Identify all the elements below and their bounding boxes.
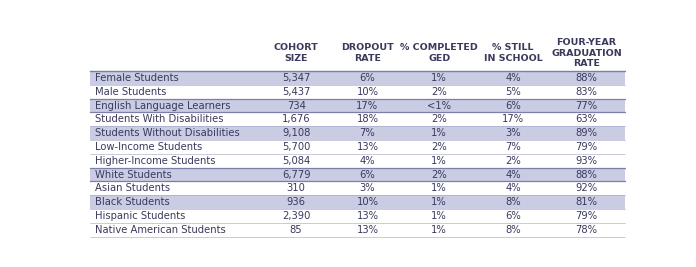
Text: 1,676: 1,676 xyxy=(282,114,310,124)
Bar xyxy=(90,168,625,182)
Text: 81%: 81% xyxy=(576,197,597,207)
Text: 2%: 2% xyxy=(432,142,447,152)
Text: 2,390: 2,390 xyxy=(282,211,310,221)
Text: 5,700: 5,700 xyxy=(282,142,310,152)
Text: % COMPLETED
GED: % COMPLETED GED xyxy=(400,43,478,63)
Text: Higher-Income Students: Higher-Income Students xyxy=(95,156,216,166)
Text: 5,084: 5,084 xyxy=(282,156,310,166)
Text: 63%: 63% xyxy=(576,114,597,124)
Text: 4%: 4% xyxy=(360,156,375,166)
Bar xyxy=(90,195,625,209)
Text: Low-Income Students: Low-Income Students xyxy=(95,142,203,152)
Text: 2%: 2% xyxy=(432,170,447,179)
Text: % STILL
IN SCHOOL: % STILL IN SCHOOL xyxy=(484,43,542,63)
Text: 13%: 13% xyxy=(356,225,379,235)
Text: 88%: 88% xyxy=(576,170,597,179)
Text: English Language Learners: English Language Learners xyxy=(95,101,230,111)
Text: 88%: 88% xyxy=(576,73,597,83)
Text: 83%: 83% xyxy=(576,87,597,97)
Text: 78%: 78% xyxy=(576,225,597,235)
Text: 9,108: 9,108 xyxy=(282,128,310,138)
Text: 79%: 79% xyxy=(576,142,597,152)
Text: 3%: 3% xyxy=(505,128,521,138)
Text: 93%: 93% xyxy=(576,156,597,166)
Text: 5%: 5% xyxy=(505,87,521,97)
Text: 8%: 8% xyxy=(505,225,521,235)
Text: 13%: 13% xyxy=(356,142,379,152)
Bar xyxy=(90,71,625,85)
Text: 310: 310 xyxy=(287,183,306,193)
Text: 6,779: 6,779 xyxy=(282,170,310,179)
Text: 6%: 6% xyxy=(505,101,521,111)
Text: 1%: 1% xyxy=(432,156,447,166)
Text: White Students: White Students xyxy=(95,170,172,179)
Text: 77%: 77% xyxy=(576,101,597,111)
Text: 7%: 7% xyxy=(360,128,375,138)
Text: 18%: 18% xyxy=(356,114,379,124)
Text: 2%: 2% xyxy=(432,114,447,124)
Text: 7%: 7% xyxy=(505,142,521,152)
Text: 1%: 1% xyxy=(432,73,447,83)
Text: 3%: 3% xyxy=(360,183,375,193)
Text: 1%: 1% xyxy=(432,128,447,138)
Text: 2%: 2% xyxy=(432,87,447,97)
Text: 5,347: 5,347 xyxy=(282,73,310,83)
Text: 13%: 13% xyxy=(356,211,379,221)
Text: 10%: 10% xyxy=(356,197,379,207)
Text: Native American Students: Native American Students xyxy=(95,225,226,235)
Text: 6%: 6% xyxy=(360,170,375,179)
Text: 8%: 8% xyxy=(505,197,521,207)
Text: 89%: 89% xyxy=(576,128,597,138)
Text: 17%: 17% xyxy=(356,101,379,111)
Text: 85: 85 xyxy=(290,225,303,235)
Text: Female Students: Female Students xyxy=(95,73,179,83)
Text: 1%: 1% xyxy=(432,183,447,193)
Text: 5,437: 5,437 xyxy=(282,87,310,97)
Text: 1%: 1% xyxy=(432,197,447,207)
Text: 92%: 92% xyxy=(576,183,597,193)
Text: 6%: 6% xyxy=(505,211,521,221)
Text: 4%: 4% xyxy=(505,73,521,83)
Text: 1%: 1% xyxy=(432,225,447,235)
Bar xyxy=(90,126,625,140)
Text: 79%: 79% xyxy=(576,211,597,221)
Text: <1%: <1% xyxy=(427,101,451,111)
Text: COHORT
SIZE: COHORT SIZE xyxy=(274,43,319,63)
Text: Male Students: Male Students xyxy=(95,87,166,97)
Text: 936: 936 xyxy=(287,197,306,207)
Text: Hispanic Students: Hispanic Students xyxy=(95,211,185,221)
Text: 2%: 2% xyxy=(505,156,521,166)
Text: 4%: 4% xyxy=(505,183,521,193)
Text: 17%: 17% xyxy=(502,114,524,124)
Bar xyxy=(90,99,625,112)
Text: 6%: 6% xyxy=(360,73,375,83)
Text: Students Without Disabilities: Students Without Disabilities xyxy=(95,128,240,138)
Text: 734: 734 xyxy=(287,101,306,111)
Text: 10%: 10% xyxy=(356,87,379,97)
Text: FOUR-YEAR
GRADUATION
RATE: FOUR-YEAR GRADUATION RATE xyxy=(551,38,622,68)
Text: Black Students: Black Students xyxy=(95,197,170,207)
Text: 4%: 4% xyxy=(505,170,521,179)
Text: DROPOUT
RATE: DROPOUT RATE xyxy=(341,43,394,63)
Text: Asian Students: Asian Students xyxy=(95,183,171,193)
Text: Students With Disabilities: Students With Disabilities xyxy=(95,114,223,124)
Text: 1%: 1% xyxy=(432,211,447,221)
